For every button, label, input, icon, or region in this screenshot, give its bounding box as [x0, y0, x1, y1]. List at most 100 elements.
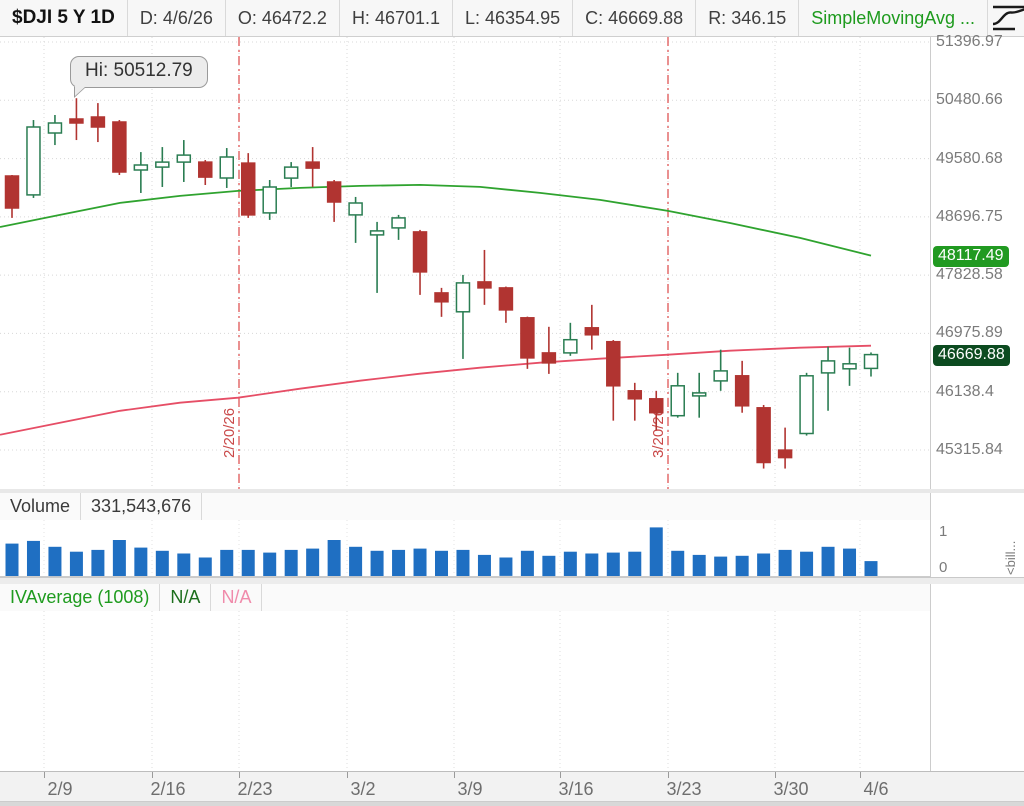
price-axis-label: 49580.68 [936, 149, 1003, 167]
date-axis[interactable]: 2/9 2/16 2/23 3/2 3/9 3/16 3/23 3/30 4/6 [0, 771, 1024, 802]
date-axis-tick [44, 772, 45, 778]
volume-bar [48, 546, 62, 577]
iv-study-label[interactable]: IVAverage (1008) [0, 584, 161, 611]
volume-bar [714, 556, 728, 576]
date-axis-label: 2/23 [237, 779, 273, 799]
ohlc-close-cell: C: 46669.88 [573, 0, 697, 36]
date-axis-label: 3/30 [773, 779, 809, 799]
volume-bar [628, 551, 642, 576]
volume-bar [843, 548, 857, 576]
horizontal-scrollbar[interactable] [0, 801, 1024, 806]
date-axis-label: 2/9 [47, 779, 73, 799]
chart-style-icon[interactable] [988, 0, 1024, 36]
ohlc-high-cell: H: 46701.1 [340, 0, 454, 36]
candle [842, 363, 857, 370]
volume-bar [284, 549, 298, 576]
ohlc-range-cell: R: 346.15 [696, 0, 800, 36]
price-axis-label: 48696.75 [936, 207, 1003, 225]
volume-bar [370, 550, 384, 576]
candle [412, 231, 428, 273]
candle [90, 116, 106, 128]
volume-bar [563, 551, 577, 576]
expiration-line-label: 2/20/26 [221, 408, 238, 458]
high-tooltip: Hi: 50512.79 [70, 56, 208, 98]
price-axis-label: 46138.4 [936, 382, 994, 400]
candle [541, 352, 557, 364]
price-axis-label: 47828.58 [936, 266, 1003, 284]
volume-bar [585, 553, 599, 576]
volume-label[interactable]: Volume [0, 493, 82, 520]
candle [155, 161, 170, 168]
candle [326, 181, 342, 203]
volume-axis-tick-0: 0 [939, 559, 948, 576]
candle [627, 390, 643, 400]
volume-bar [456, 549, 470, 576]
candle [283, 166, 299, 179]
volume-bar [26, 540, 40, 576]
price-chart-panel[interactable]: 2/20/26 3/20/26 [0, 37, 930, 489]
volume-bar [435, 550, 448, 576]
volume-axis[interactable]: 1 0 <bill... [930, 493, 1024, 577]
panel-divider [0, 489, 1024, 493]
date-axis-tick [775, 772, 776, 778]
candle [820, 360, 836, 374]
candle [133, 164, 149, 171]
ohlc-open-cell: O: 46472.2 [226, 0, 340, 36]
ohlc-date-cell: D: 4/6/26 [128, 0, 226, 36]
ohlc-low-cell: L: 46354.95 [453, 0, 574, 36]
iv-value-2: N/A [211, 584, 263, 611]
price-axis-label: 45315.84 [936, 441, 1003, 458]
candle [606, 340, 621, 387]
candle [348, 202, 363, 216]
volume-bar [542, 555, 556, 577]
date-axis-tick [454, 772, 455, 778]
volume-chart-panel[interactable] [0, 520, 930, 577]
volume-bar [263, 552, 277, 576]
candle [198, 161, 213, 178]
date-axis-tick [239, 772, 240, 778]
date-axis-label: 3/2 [350, 779, 376, 799]
date-axis-label: 3/9 [457, 779, 483, 799]
candle [112, 121, 127, 173]
candle [455, 282, 471, 313]
volume-bar [520, 550, 534, 576]
volume-bar [177, 553, 191, 576]
sma-line [0, 344, 872, 436]
volume-bar [155, 550, 169, 576]
volume-bar [800, 551, 814, 576]
candle [434, 292, 449, 303]
candle [756, 407, 771, 464]
volume-bar [821, 546, 835, 577]
date-axis-tick [152, 772, 153, 778]
candle [219, 156, 234, 179]
sma-study-label[interactable]: SimpleMovingAvg ... [799, 0, 988, 36]
volume-value: 331,543,676 [81, 493, 203, 520]
candle [240, 162, 256, 216]
volume-bar [499, 557, 513, 576]
candle [863, 353, 879, 370]
volume-bar [91, 549, 105, 576]
candle [691, 392, 707, 397]
candle [369, 230, 385, 236]
date-axis-label: 3/16 [558, 779, 594, 799]
volume-bar [349, 546, 363, 577]
candle [799, 375, 814, 435]
volume-bar [241, 549, 255, 576]
volume-bar [306, 548, 320, 576]
volume-bar [778, 549, 792, 576]
date-axis-tick [347, 772, 348, 778]
volume-bar [413, 548, 427, 576]
candle [563, 338, 578, 354]
candle [734, 375, 750, 407]
volume-axis-tick-1: 1 [939, 523, 948, 540]
symbol-label[interactable]: $DJI 5 Y 1D [0, 0, 128, 36]
date-axis-tick [860, 772, 861, 778]
iv-chart-panel[interactable] [0, 611, 930, 771]
date-axis-label: 4/6 [863, 779, 889, 799]
price-axis[interactable]: 51396.97 50480.66 49580.68 48696.75 47828.58… [930, 33, 1024, 489]
sma-line [0, 183, 872, 257]
date-axis-label: 3/23 [666, 779, 702, 799]
date-axis-tick [560, 772, 561, 778]
high-tooltip-text: Hi: 50512.79 [85, 60, 193, 81]
price-axis-label: 51396.97 [936, 33, 1003, 50]
